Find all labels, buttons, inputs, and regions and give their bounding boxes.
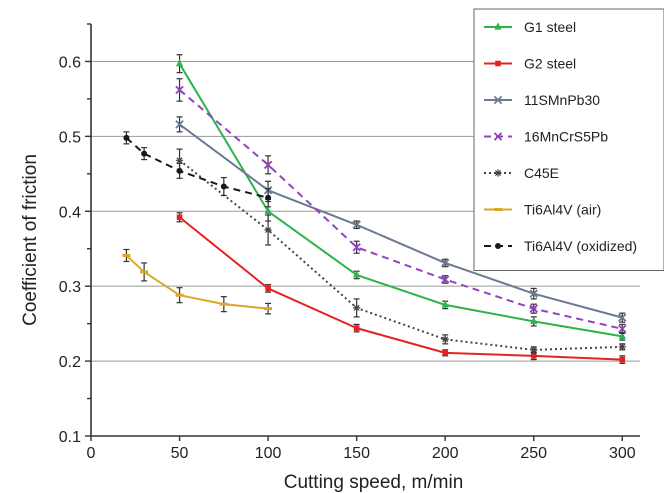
data-marker: [441, 335, 449, 343]
data-marker: [494, 169, 502, 177]
legend-label: Ti6Al4V (oxidized): [524, 238, 637, 254]
data-marker: [530, 353, 537, 359]
data-marker: [618, 343, 626, 351]
y-tick-label: 0.1: [59, 429, 81, 446]
data-marker: [353, 304, 361, 312]
y-tick-label: 0.2: [59, 354, 81, 371]
data-marker: [264, 226, 272, 234]
legend-label: 11SMnPb30: [524, 92, 600, 108]
series-line: [178, 123, 623, 319]
legend-item-6: Ti6Al4V (oxidized): [484, 238, 637, 254]
series-line: [178, 89, 623, 330]
data-marker: [442, 350, 448, 356]
series-line: [178, 216, 623, 361]
data-marker: [123, 134, 130, 141]
data-marker: [141, 150, 148, 157]
data-marker: [353, 325, 360, 331]
legend-label: C45E: [524, 165, 559, 181]
x-tick-label: 250: [520, 445, 547, 462]
data-marker: [440, 275, 450, 284]
x-tick-label: 50: [171, 445, 189, 462]
data-marker: [529, 304, 538, 313]
data-marker: [352, 242, 361, 252]
legend-box: [473, 8, 664, 271]
legend-item-4: C45E: [484, 165, 559, 181]
axes: [85, 23, 640, 441]
y-tick-label: 0.3: [59, 279, 81, 296]
data-marker: [352, 220, 361, 229]
x-tick-label: 300: [609, 445, 636, 462]
data-marker: [264, 206, 272, 214]
series-4: [175, 148, 626, 354]
legend-label: G1 steel: [524, 19, 576, 35]
legend-item-5: Ti6Al4V (air): [484, 202, 601, 218]
data-marker: [441, 300, 449, 308]
data-marker: [353, 270, 361, 278]
series-line: [125, 254, 269, 310]
data-marker: [495, 243, 501, 249]
data-marker: [618, 313, 627, 322]
data-marker: [175, 85, 184, 95]
legend-item-0: G1 steel: [484, 19, 576, 35]
data-marker: [263, 160, 273, 170]
data-marker: [529, 289, 538, 298]
data-marker: [265, 285, 271, 292]
x-axis-title: Cutting speed, m/min: [284, 472, 464, 493]
y-tick-label: 0.4: [59, 204, 81, 221]
series-1: [176, 212, 626, 364]
data-marker: [493, 132, 503, 141]
data-marker: [618, 331, 626, 339]
data-marker: [175, 120, 184, 129]
legend-item-2: 11SMnPb30: [484, 92, 600, 108]
x-tick-label: 150: [343, 445, 370, 462]
x-tick-label: 100: [255, 445, 282, 462]
legend-label: Ti6Al4V (air): [524, 202, 601, 218]
y-axis-title: Coefficient of friction: [20, 154, 41, 326]
series-line: [178, 63, 623, 338]
legend-label: 16MnCrS5Pb: [524, 129, 608, 145]
series-group: [122, 54, 627, 364]
series-0: [175, 54, 626, 341]
tick-labels: 0.1 0.2 0.3 0.4 0.5 0.6 0 50 100 150 200 250 300: [59, 54, 636, 462]
data-marker: [265, 194, 272, 201]
legend-item-3: 16MnCrS5Pb: [484, 129, 608, 145]
y-tick-label: 0.5: [59, 129, 81, 146]
legend-label: G2 steel: [524, 56, 576, 72]
legend: G1 steel G2 steel 11SMnPb30 16MnCrS5Pb C45E T…: [473, 8, 664, 271]
legend-item-1: G2 steel: [484, 56, 576, 72]
series-3: [175, 78, 627, 334]
data-marker: [619, 356, 626, 363]
data-marker: [440, 258, 450, 268]
series-2: [175, 116, 627, 323]
data-marker: [176, 167, 183, 174]
data-marker: [220, 183, 227, 190]
x-tick-label: 0: [87, 445, 96, 462]
data-marker: [493, 95, 503, 105]
data-marker: [175, 156, 184, 164]
data-marker: [494, 22, 502, 30]
data-marker: [530, 346, 538, 354]
y-tick-label: 0.6: [59, 54, 81, 71]
data-marker: [175, 59, 184, 67]
data-marker: [618, 324, 627, 334]
data-marker: [530, 316, 538, 324]
data-marker: [495, 60, 501, 67]
series-5: [122, 248, 273, 315]
series-6: [123, 131, 272, 208]
data-marker: [176, 214, 183, 221]
x-tick-label: 200: [432, 445, 459, 462]
